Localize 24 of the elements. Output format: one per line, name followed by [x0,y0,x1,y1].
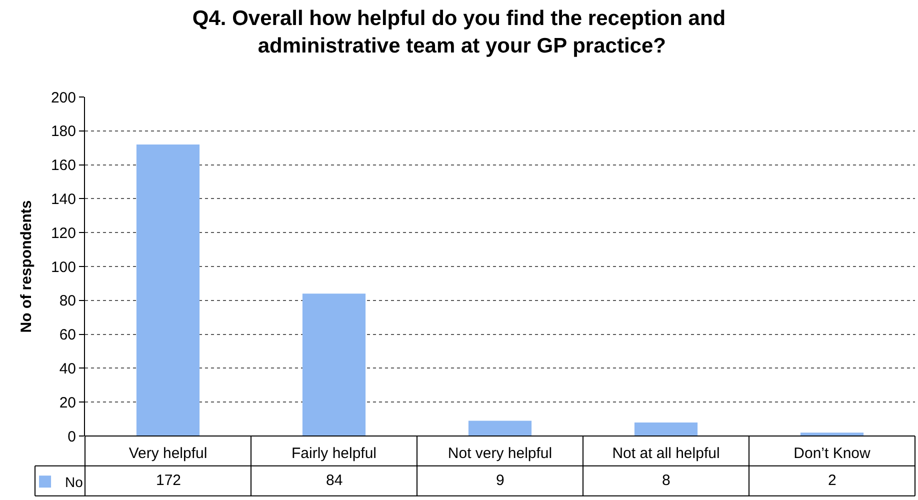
y-tick-label: 120 [50,224,76,242]
y-tick-label: 20 [59,394,76,412]
x-tick-label: Very helpful [128,445,208,462]
legend-label: No [65,474,84,490]
y-axis-title: No of respondents [18,200,36,333]
y-tick-label: 100 [50,258,76,276]
y-tick-label: 0 [68,428,76,446]
data-label: 172 [156,472,182,489]
y-tick-label: 160 [50,157,76,174]
x-tick-label: Fairly helpful [291,445,377,462]
y-tick-label: 200 [50,89,76,106]
y-tick-label: 80 [59,292,76,310]
x-tick-label: Not at all helpful [612,445,720,462]
y-tick-label: 40 [59,360,76,378]
data-label: 9 [496,472,504,489]
chart-title: Q4. Overall how helpful do you find the reception and administrative team at your GP practice? [192,7,726,58]
y-tick-label: 140 [50,190,76,208]
x-tick-label: Don’t Know [794,445,871,462]
data-label: 8 [662,472,670,489]
data-label: 84 [326,472,343,489]
y-tick-label: 60 [59,326,76,344]
y-tick-label: 180 [50,123,76,140]
data-label: 2 [828,472,836,489]
x-tick-label: Not very helpful [448,445,552,462]
